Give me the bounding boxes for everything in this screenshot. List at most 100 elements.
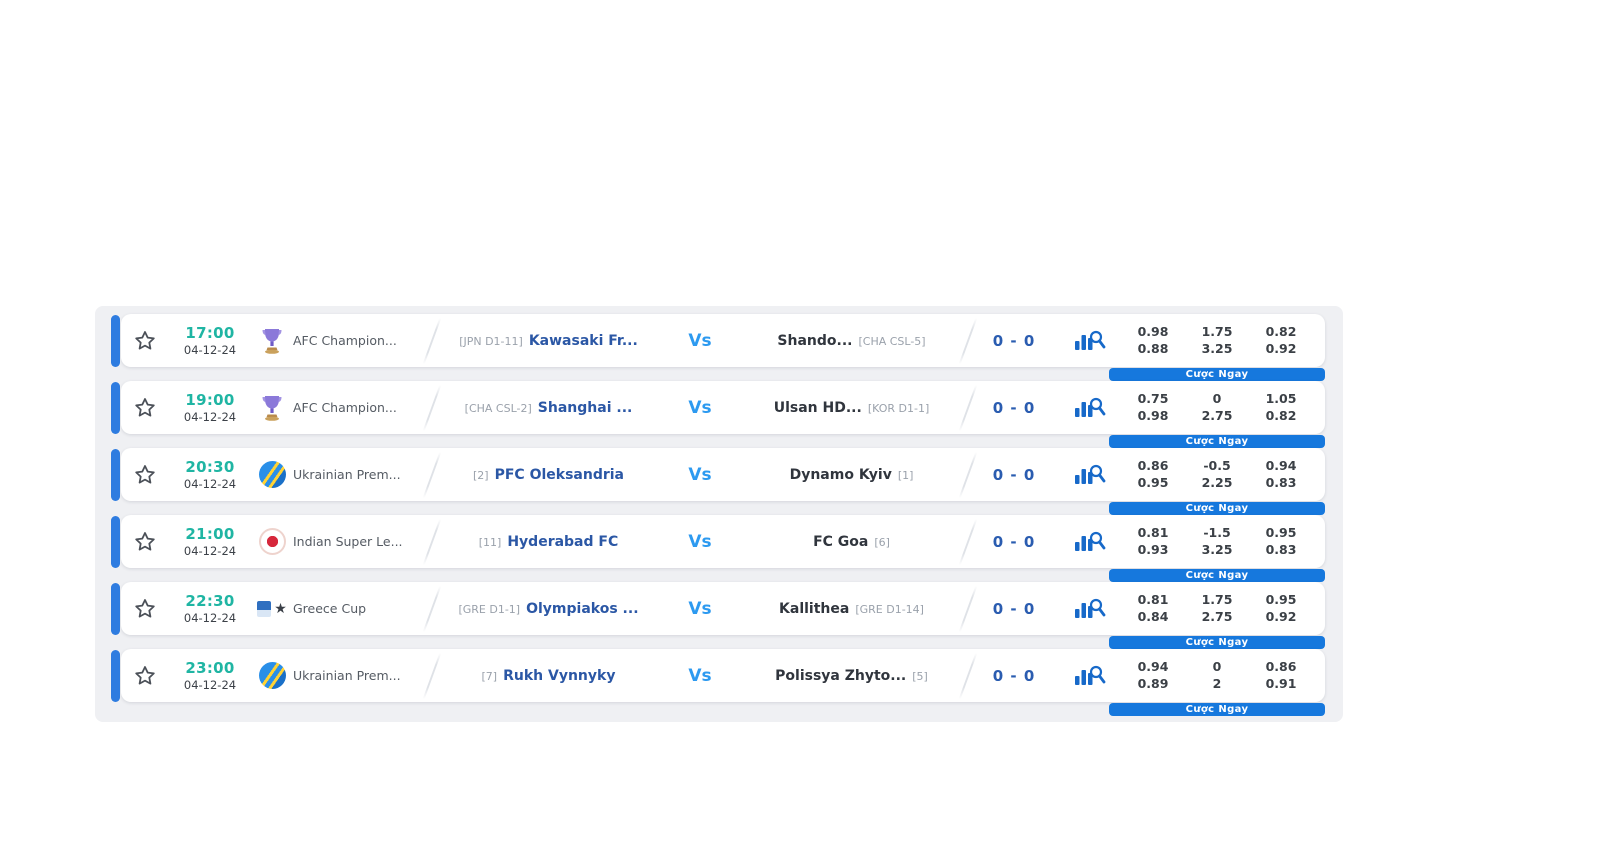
away-team-name[interactable]: Ulsan HD... xyxy=(773,399,862,416)
away-team[interactable]: Shando... [CHA CSL-5] xyxy=(736,333,967,349)
odds-value[interactable]: 0.81 xyxy=(1137,525,1169,540)
favorite-star-icon[interactable] xyxy=(121,396,169,420)
stats-chart-icon[interactable] xyxy=(1059,529,1121,555)
match-card[interactable]: 17:00 04-12-24 ★ AFC Champion... xyxy=(121,314,1325,367)
odds-value[interactable]: 3.25 xyxy=(1201,542,1233,557)
home-team[interactable]: [JPN D1-11] Kawasaki Fr... xyxy=(433,333,664,349)
away-team-name[interactable]: Dynamo Kyiv xyxy=(789,466,892,483)
away-team[interactable]: Polissya Zhyto... [5] xyxy=(736,668,967,684)
home-team[interactable]: [11] Hyderabad FC xyxy=(433,534,664,550)
league-name[interactable]: Ukrainian Prem... xyxy=(293,668,401,683)
home-team-name[interactable]: Olympiakos ... xyxy=(526,600,639,617)
bet-now-button[interactable]: Cược Ngay xyxy=(1109,435,1325,448)
odds-value[interactable]: 1.05 xyxy=(1265,391,1297,406)
league-name[interactable]: AFC Champion... xyxy=(293,333,397,348)
odds-value[interactable]: 0.89 xyxy=(1137,676,1169,691)
away-team[interactable]: Dynamo Kyiv [1] xyxy=(736,467,967,483)
stats-chart-icon[interactable] xyxy=(1059,328,1121,354)
bet-now-button[interactable]: Cược Ngay xyxy=(1109,569,1325,582)
odds-value[interactable]: 0.81 xyxy=(1137,592,1169,607)
odds-value[interactable]: 0.95 xyxy=(1137,475,1169,490)
home-team-name[interactable]: Kawasaki Fr... xyxy=(528,332,638,349)
odds-value[interactable]: 0.91 xyxy=(1265,676,1297,691)
odds-value[interactable]: 0.98 xyxy=(1137,324,1169,339)
bet-now-button[interactable]: Cược Ngay xyxy=(1109,368,1325,381)
odds-value[interactable]: 3.25 xyxy=(1201,341,1233,356)
match-card[interactable]: 23:00 04-12-24 ★ Ukrainian Prem... xyxy=(121,649,1325,702)
home-team-name[interactable]: PFC Oleksandria xyxy=(494,466,624,483)
league-name[interactable]: Greece Cup xyxy=(293,601,367,616)
match-row: 23:00 04-12-24 ★ Ukrainian Prem... xyxy=(95,649,1343,716)
away-team-rank: [5] xyxy=(912,669,928,683)
league-name[interactable]: Ukrainian Prem... xyxy=(293,467,401,482)
home-team-name[interactable]: Rukh Vynnyky xyxy=(503,667,616,684)
odds-value[interactable]: -0.5 xyxy=(1203,458,1231,473)
odds-value[interactable]: 0 xyxy=(1212,391,1222,406)
favorite-star-icon[interactable] xyxy=(121,329,169,353)
stats-chart-icon[interactable] xyxy=(1059,462,1121,488)
odds-value[interactable]: 0.83 xyxy=(1265,542,1297,557)
stats-chart-icon[interactable] xyxy=(1059,596,1121,622)
away-team-name[interactable]: Kallithea xyxy=(779,600,850,617)
league-name[interactable]: Indian Super Le... xyxy=(293,534,403,549)
home-team[interactable]: [7] Rukh Vynnyky xyxy=(433,668,664,684)
odds-value[interactable]: 0.88 xyxy=(1137,341,1169,356)
odds-value[interactable]: 0.98 xyxy=(1137,408,1169,423)
away-team-name[interactable]: Shando... xyxy=(777,332,853,349)
odds-value[interactable]: 0.83 xyxy=(1265,475,1297,490)
favorite-star-icon[interactable] xyxy=(121,463,169,487)
home-team[interactable]: [2] PFC Oleksandria xyxy=(433,467,664,483)
stats-chart-icon[interactable] xyxy=(1059,663,1121,689)
odds-value[interactable]: 2.75 xyxy=(1201,408,1233,423)
odds-value[interactable]: 0.95 xyxy=(1265,525,1297,540)
away-team[interactable]: Ulsan HD... [KOR D1-1] xyxy=(736,400,967,416)
match-time: 17:00 xyxy=(185,324,235,342)
odds-value[interactable]: 0.86 xyxy=(1137,458,1169,473)
odds-value[interactable]: -1.5 xyxy=(1203,525,1231,540)
favorite-star-icon[interactable] xyxy=(121,530,169,554)
odds-value[interactable]: 0.84 xyxy=(1137,609,1169,624)
match-date: 04-12-24 xyxy=(183,544,237,558)
odds-value[interactable]: 1.75 xyxy=(1201,324,1233,339)
odds-value[interactable]: 0.93 xyxy=(1137,542,1169,557)
home-team-rank: [GRE D1-1] xyxy=(458,602,521,616)
home-team-name[interactable]: Shanghai ... xyxy=(537,399,633,416)
odds-value[interactable]: 0.82 xyxy=(1265,408,1297,423)
league-name[interactable]: AFC Champion... xyxy=(293,400,397,415)
bet-now-button[interactable]: Cược Ngay xyxy=(1109,502,1325,515)
odds-grid: 0.94 0 0.86 0.89 2 0.91 xyxy=(1121,659,1325,692)
away-team[interactable]: Kallithea [GRE D1-14] xyxy=(736,601,967,617)
odds-value[interactable]: 0.94 xyxy=(1265,458,1297,473)
odds-value[interactable]: 0.92 xyxy=(1265,341,1297,356)
odds-value[interactable]: 0.94 xyxy=(1137,659,1169,674)
away-team-name[interactable]: Polissya Zhyto... xyxy=(775,667,907,684)
home-team[interactable]: [CHA CSL-2] Shanghai ... xyxy=(433,400,664,416)
match-time: 23:00 xyxy=(185,659,235,677)
odds-value[interactable]: 0.82 xyxy=(1265,324,1297,339)
match-card[interactable]: 22:30 04-12-24 ★ Greece Cup [GRE xyxy=(121,582,1325,635)
stats-chart-icon[interactable] xyxy=(1059,395,1121,421)
bet-now-button[interactable]: Cược Ngay xyxy=(1109,703,1325,716)
favorite-star-icon[interactable] xyxy=(121,597,169,621)
odds-value[interactable]: 0.86 xyxy=(1265,659,1297,674)
away-team-name[interactable]: FC Goa xyxy=(813,533,869,550)
odds-value[interactable]: 1.75 xyxy=(1201,592,1233,607)
match-score: 0 - 0 xyxy=(992,331,1036,350)
favorite-star-icon[interactable] xyxy=(121,664,169,688)
home-team[interactable]: [GRE D1-1] Olympiakos ... xyxy=(433,601,664,617)
match-card[interactable]: 19:00 04-12-24 ★ AFC Champion... xyxy=(121,381,1325,434)
vs-label: Vs xyxy=(688,330,712,351)
odds-value[interactable]: 0.75 xyxy=(1137,391,1169,406)
odds-value[interactable]: 2.75 xyxy=(1201,609,1233,624)
match-card[interactable]: 21:00 04-12-24 ★ Indian Super Le... xyxy=(121,515,1325,568)
odds-value[interactable]: 0.95 xyxy=(1265,592,1297,607)
odds-value[interactable]: 0 xyxy=(1212,659,1222,674)
match-card[interactable]: 20:30 04-12-24 ★ Ukrainian Prem... xyxy=(121,448,1325,501)
away-team[interactable]: FC Goa [6] xyxy=(736,534,967,550)
bet-now-button[interactable]: Cược Ngay xyxy=(1109,636,1325,649)
home-team-name[interactable]: Hyderabad FC xyxy=(507,533,619,550)
odds-value[interactable]: 2 xyxy=(1212,676,1222,691)
odds-value[interactable]: 2.25 xyxy=(1201,475,1233,490)
match-row: 22:30 04-12-24 ★ Greece Cup [GRE xyxy=(95,582,1343,649)
odds-value[interactable]: 0.92 xyxy=(1265,609,1297,624)
